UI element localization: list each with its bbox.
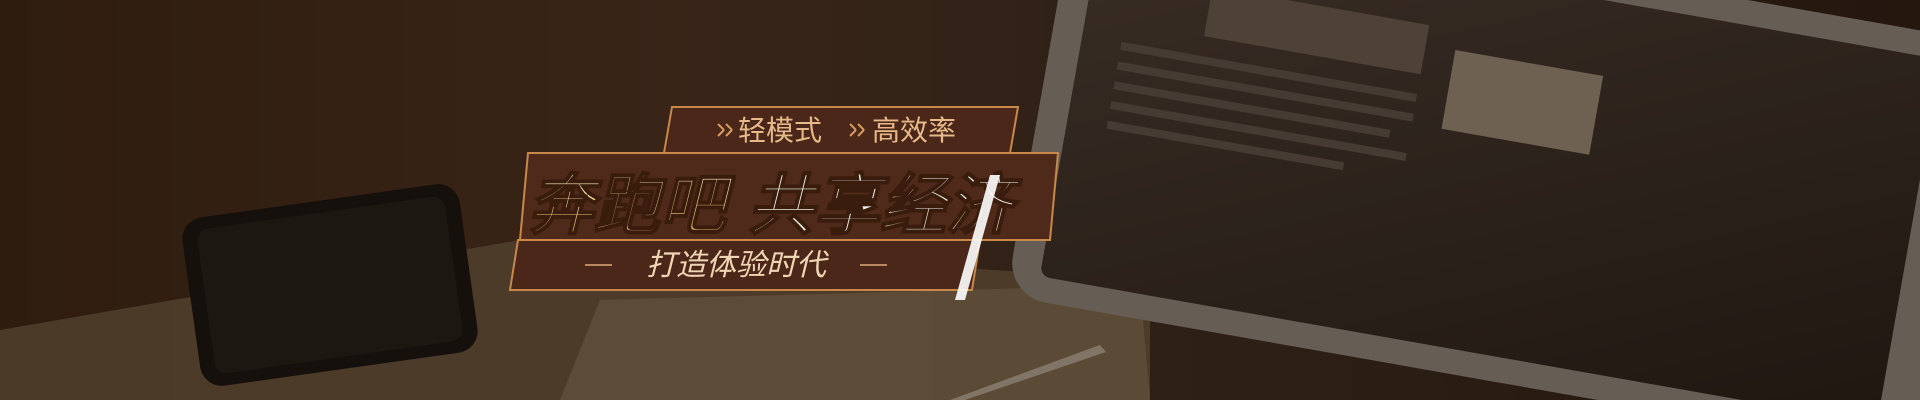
badge: 轻模式 高效率 奔跑吧 共享经济 打造体验时代 (508, 106, 1060, 300)
subline: 打造体验时代 (646, 248, 829, 283)
chevron (717, 123, 733, 137)
screen-line (1113, 81, 1391, 138)
subline-strip (508, 239, 982, 291)
screen-line (1106, 120, 1345, 171)
tagline: 轻模式 (738, 114, 822, 147)
headline-first: 奔跑吧 (528, 167, 736, 244)
tablet (1012, 0, 1920, 400)
screen-line (1120, 41, 1418, 102)
accent-stroke (955, 175, 1000, 300)
phone-screen (197, 196, 463, 374)
headline-second: 共享经济 (748, 167, 1023, 244)
pen (950, 345, 1106, 400)
screen-line (1109, 100, 1407, 161)
tagline: 高效率 (872, 114, 956, 147)
notebook (560, 285, 1150, 400)
chevron (849, 123, 865, 137)
tagline-tab (662, 106, 1020, 154)
headline-plate (518, 152, 1060, 241)
screen-line (1116, 61, 1414, 122)
screen-photo (1441, 49, 1604, 155)
screen-photo (1203, 0, 1430, 75)
